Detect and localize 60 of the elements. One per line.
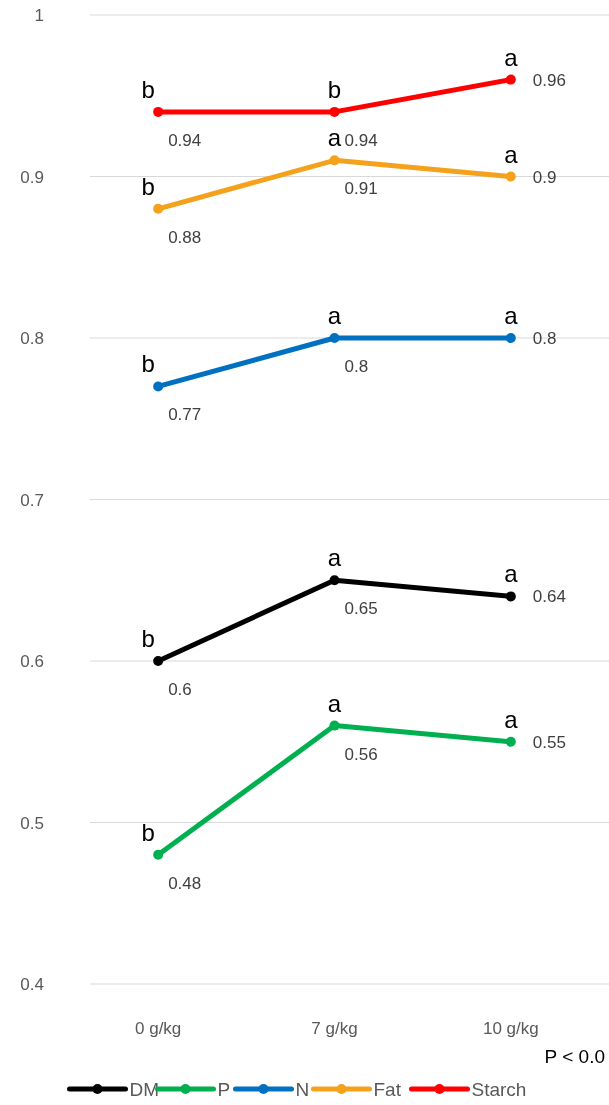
annotation: a xyxy=(327,302,342,329)
text: P < 0.0 xyxy=(544,1046,605,1067)
data-label: 0.96 xyxy=(532,70,566,90)
point xyxy=(329,333,340,343)
annotation: b xyxy=(327,75,342,103)
data-label: 0.56 xyxy=(344,744,378,764)
point xyxy=(505,74,516,85)
y-tick-label: 0.8 xyxy=(20,329,44,348)
point xyxy=(153,381,164,392)
point xyxy=(505,333,516,343)
data-label: 0.77 xyxy=(168,405,202,425)
point xyxy=(505,591,516,602)
point xyxy=(153,849,164,860)
annotation: b xyxy=(141,350,155,378)
point xyxy=(329,575,340,586)
y-tick-label: 0.7 xyxy=(20,490,44,510)
point xyxy=(329,720,340,731)
legend-label: P xyxy=(217,1079,231,1100)
annotation: a xyxy=(504,43,519,71)
data-label: 0.48 xyxy=(168,873,202,893)
annotation: b xyxy=(141,75,155,103)
point xyxy=(153,203,164,214)
data-label: 0.94 xyxy=(344,130,378,150)
data-label: 0.94 xyxy=(168,130,202,150)
point xyxy=(329,155,340,166)
y-tick-label: 0.5 xyxy=(20,813,44,833)
y-tick-label: 1 xyxy=(34,6,44,25)
y-tick-label: 0.6 xyxy=(20,652,44,671)
data-label: 0.91 xyxy=(344,179,378,199)
data-label: 0.88 xyxy=(168,227,202,247)
point xyxy=(505,171,516,182)
y-tick-label: 0.9 xyxy=(20,167,44,187)
annotation: a xyxy=(504,705,519,733)
data-label: 0.65 xyxy=(344,599,378,619)
legend-label: N xyxy=(295,1079,310,1100)
data-label: 0.64 xyxy=(532,587,566,607)
point xyxy=(505,736,516,747)
data-label: 0.8 xyxy=(532,329,557,348)
data-label: 0.9 xyxy=(532,167,557,187)
x-tick-label: 10 g/kg xyxy=(482,1019,539,1038)
annotation: b xyxy=(141,818,155,846)
annotation: b xyxy=(141,172,155,200)
x-tick-label: 0 g/kg xyxy=(135,1019,182,1038)
annotation: b xyxy=(141,625,155,652)
data-label: 0.55 xyxy=(532,732,566,752)
annotation: a xyxy=(504,140,519,168)
point xyxy=(329,106,340,117)
y-tick-label: 0.4 xyxy=(20,975,44,994)
point xyxy=(153,106,164,117)
annotation: a xyxy=(327,544,342,572)
annotation: a xyxy=(327,689,342,717)
annotation: a xyxy=(327,124,342,152)
data-label: 0.8 xyxy=(344,357,369,376)
point xyxy=(153,656,164,666)
legend-label: Fat xyxy=(373,1079,402,1100)
legend-label: Starch xyxy=(471,1079,527,1100)
annotation: a xyxy=(504,302,519,329)
data-label: 0.6 xyxy=(168,680,192,699)
x-tick-label: 7 g/kg xyxy=(311,1019,358,1038)
annotation: a xyxy=(504,560,519,588)
